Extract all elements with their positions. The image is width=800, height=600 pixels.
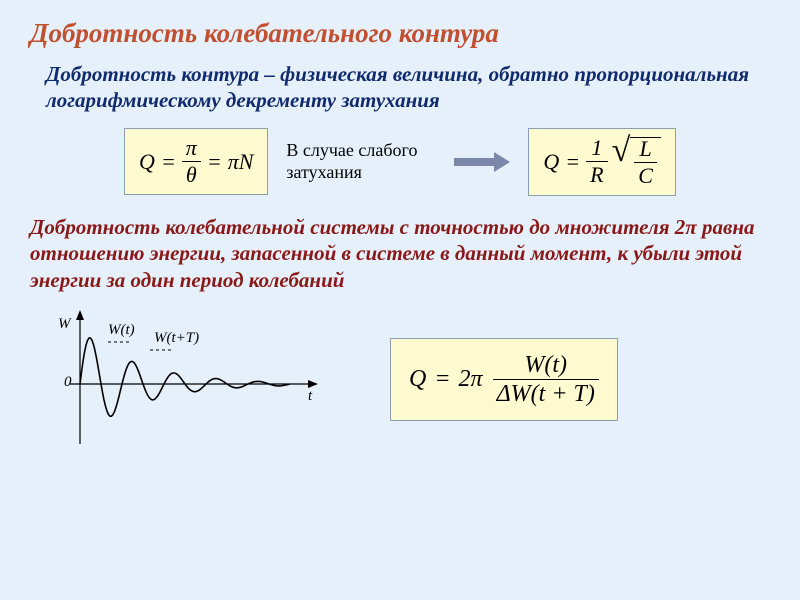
formula-q-lrc: Q = 1 R √ L C xyxy=(528,128,676,196)
definition-2: Добротность колебательной системы с точн… xyxy=(30,214,770,295)
y-axis-arrow xyxy=(76,310,84,320)
definition-1: Добротность контура – физическая величин… xyxy=(46,61,770,114)
arrow-body xyxy=(454,158,494,166)
sym-R: R xyxy=(586,161,607,186)
chart-svg xyxy=(50,304,330,454)
formula-row: Q = π θ = πN В случае слабого затухания … xyxy=(30,128,770,196)
sym-one: 1 xyxy=(587,137,606,161)
radical-icon: √ xyxy=(612,137,631,187)
sym-Q3: Q xyxy=(409,366,426,393)
damped-wave-chart: W W(t) W(t+T) 0 t xyxy=(50,304,330,454)
wave-path xyxy=(80,338,290,416)
sym-pi: π xyxy=(182,137,201,161)
sym-piN: πN xyxy=(228,149,254,175)
arrow-head xyxy=(494,152,510,172)
slide: Добротность колебательного контура Добро… xyxy=(0,0,800,600)
x-axis-arrow xyxy=(308,380,318,388)
sym-C: C xyxy=(634,162,657,187)
sym-2pi: 2π xyxy=(459,366,483,393)
formula-q-theta: Q = π θ = πN xyxy=(124,128,268,195)
label-Wt: W(t) xyxy=(108,322,135,339)
formula-q-energy: Q = 2π W(t) ΔW(t + T) xyxy=(390,338,618,421)
page-title: Добротность колебательного контура xyxy=(30,18,770,49)
weak-damping-text: В случае слабого затухания xyxy=(286,140,436,183)
label-t: t xyxy=(308,388,312,405)
bottom-row: W W(t) W(t+T) 0 t Q = 2π W(t) ΔW(t + T) xyxy=(30,304,770,454)
sym-Wt: W(t) xyxy=(520,353,571,379)
label-W: W xyxy=(58,316,71,333)
sym-dW: ΔW(t + T) xyxy=(493,379,599,406)
label-WtT: W(t+T) xyxy=(154,330,199,347)
label-zero: 0 xyxy=(64,374,72,391)
sym-Q: Q xyxy=(139,149,155,175)
sym-Q2: Q xyxy=(543,149,559,175)
sym-theta: θ xyxy=(182,161,201,186)
sym-L: L xyxy=(635,138,655,162)
arrow-icon xyxy=(454,152,510,172)
